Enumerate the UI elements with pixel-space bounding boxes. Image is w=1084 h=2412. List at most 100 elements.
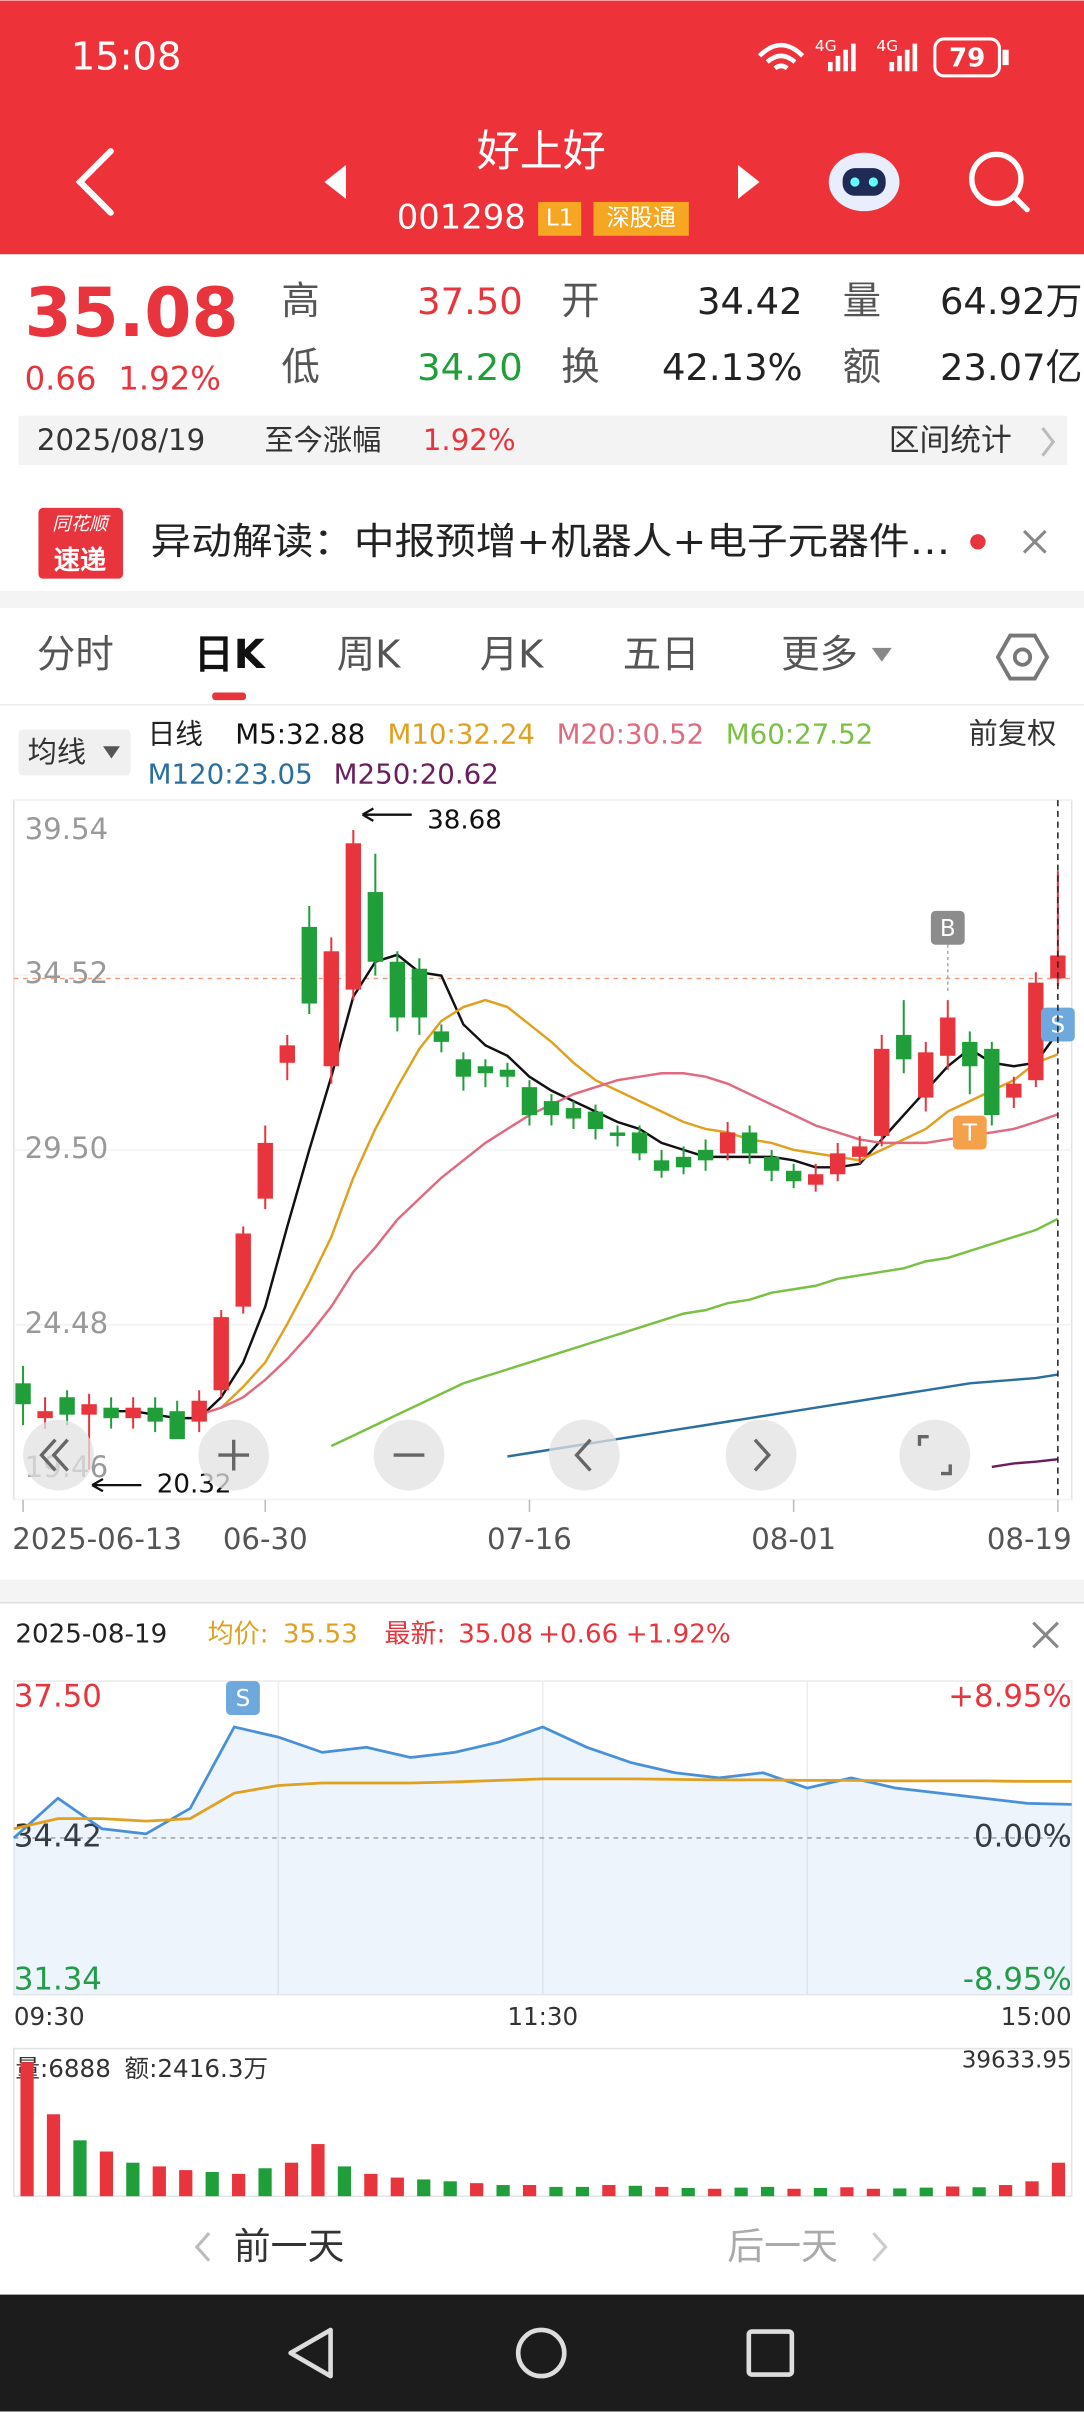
field-label: 额 bbox=[843, 345, 881, 390]
battery-level: 79 bbox=[949, 43, 985, 73]
candle-body bbox=[191, 1400, 207, 1422]
candle-body bbox=[940, 1017, 956, 1056]
chart-control[interactable] bbox=[725, 1419, 797, 1491]
prev-day-button[interactable]: 前一天 bbox=[234, 2225, 345, 2268]
news-close[interactable] bbox=[1022, 529, 1047, 554]
adjust-button[interactable]: 前复权 bbox=[969, 716, 1057, 750]
candle-body bbox=[852, 1146, 868, 1157]
volume-bar bbox=[232, 2173, 246, 2197]
field-value: 42.13% bbox=[662, 346, 803, 389]
tab[interactable]: 五日 bbox=[623, 633, 700, 678]
intraday-close[interactable] bbox=[1032, 1621, 1059, 1649]
candle-body bbox=[785, 1170, 802, 1182]
nav-back[interactable] bbox=[288, 2327, 333, 2379]
news-logo bbox=[38, 507, 124, 579]
high-arrow bbox=[361, 807, 412, 822]
chart-control-icon bbox=[39, 1438, 69, 1472]
volume-bar bbox=[73, 2140, 87, 2197]
y-tick-label: 24.48 bbox=[25, 1306, 109, 1340]
volume-bar bbox=[946, 2186, 960, 2197]
signal-marker bbox=[1040, 1007, 1075, 1042]
y-tick-label: 29.50 bbox=[25, 1131, 109, 1165]
signal-label: B bbox=[940, 916, 956, 942]
candle-body bbox=[323, 951, 339, 1067]
network-label: 4G bbox=[815, 37, 837, 55]
tab[interactable]: 更多 bbox=[781, 633, 858, 678]
candle-body bbox=[653, 1160, 670, 1171]
candle-body bbox=[697, 1149, 714, 1161]
change-pct: 1.92% bbox=[118, 359, 221, 397]
chart-control-icon bbox=[218, 1439, 250, 1471]
volume-bar bbox=[1025, 2181, 1039, 2197]
candle-body bbox=[609, 1132, 626, 1136]
range-value: 1.92% bbox=[423, 423, 516, 457]
candle-body bbox=[301, 926, 317, 1004]
chevron bbox=[872, 2232, 888, 2262]
assistant-button[interactable] bbox=[828, 152, 900, 212]
candle-body bbox=[896, 1034, 912, 1060]
candle-body bbox=[565, 1108, 582, 1119]
candle-body bbox=[389, 961, 406, 1018]
field-label: 换 bbox=[561, 345, 599, 390]
tag: L1 bbox=[546, 205, 574, 231]
battery-icon bbox=[933, 37, 1001, 78]
last-pct: +1.92% bbox=[626, 1619, 731, 1649]
prev-stock-button[interactable] bbox=[324, 165, 346, 199]
field-label: 高 bbox=[281, 279, 319, 324]
volume-bar bbox=[655, 2186, 669, 2197]
ma-line bbox=[111, 953, 1059, 1420]
volume-bar bbox=[893, 2188, 907, 2197]
chart-control[interactable] bbox=[548, 1419, 620, 1491]
settings-icon[interactable] bbox=[995, 633, 1050, 681]
volume-bar bbox=[575, 2186, 590, 2197]
back-button[interactable] bbox=[75, 148, 114, 216]
legend-entry: M250:20.62 bbox=[334, 757, 499, 790]
next-day-button[interactable]: 后一天 bbox=[727, 2225, 838, 2268]
kline-chart: 39.5434.5229.5024.4819.4638.6820.32BTS20… bbox=[12, 799, 1075, 1556]
search-icon bbox=[969, 151, 1024, 207]
x-tick-label: 11:30 bbox=[507, 2002, 578, 2031]
tab-active[interactable]: 日K bbox=[194, 632, 267, 678]
chart-control[interactable] bbox=[899, 1419, 971, 1491]
x-tick-label: 2025-06-13 bbox=[12, 1522, 182, 1556]
avg-label: 均价: bbox=[208, 1619, 269, 1649]
tab[interactable]: 月K bbox=[480, 633, 544, 678]
volume-bar bbox=[284, 2162, 299, 2197]
ma-toggle[interactable]: 均线 bbox=[28, 735, 86, 769]
volume-bar bbox=[337, 2166, 352, 2197]
legend-entry: M10:32.24 bbox=[387, 717, 535, 750]
candle-body bbox=[169, 1411, 185, 1440]
tab[interactable]: 分时 bbox=[37, 633, 114, 678]
candle-body bbox=[279, 1045, 295, 1063]
ma-line bbox=[991, 1458, 1058, 1469]
nav-recent[interactable] bbox=[746, 2329, 795, 2377]
chart-control[interactable] bbox=[23, 1419, 94, 1491]
signal-marker bbox=[952, 1115, 987, 1150]
volume-bar bbox=[734, 2187, 748, 2197]
candle-body bbox=[455, 1059, 472, 1077]
field-value: 34.42 bbox=[697, 280, 803, 323]
candle-body bbox=[411, 968, 428, 1018]
volume-bar bbox=[99, 2151, 114, 2197]
y-tick-label: 31.34 bbox=[14, 1961, 102, 1997]
field-label: 量 bbox=[843, 279, 881, 324]
range-stat-button[interactable]: 区间统计 bbox=[889, 422, 1012, 458]
legend-entry: M120:23.05 bbox=[148, 757, 313, 790]
ma-line bbox=[198, 1071, 1059, 1416]
nav-home[interactable] bbox=[515, 2327, 567, 2379]
search-button[interactable] bbox=[969, 151, 1030, 213]
volume-bar bbox=[126, 2162, 140, 2197]
wifi-icon bbox=[757, 42, 805, 71]
tab-indicator bbox=[212, 692, 247, 701]
date-row-bg bbox=[18, 415, 1068, 465]
tab[interactable]: 周K bbox=[337, 633, 401, 678]
volume-bar bbox=[813, 2188, 828, 2197]
legend-entry: M60:27.52 bbox=[726, 717, 874, 750]
ma-toggle-bg[interactable] bbox=[18, 729, 131, 776]
ma-line bbox=[330, 1217, 1059, 1448]
tag: 深股通 bbox=[607, 205, 676, 231]
next-stock-button[interactable] bbox=[738, 165, 760, 199]
news-text[interactable]: 异动解读：中报预增+机器人+电子元器件… bbox=[151, 520, 951, 563]
